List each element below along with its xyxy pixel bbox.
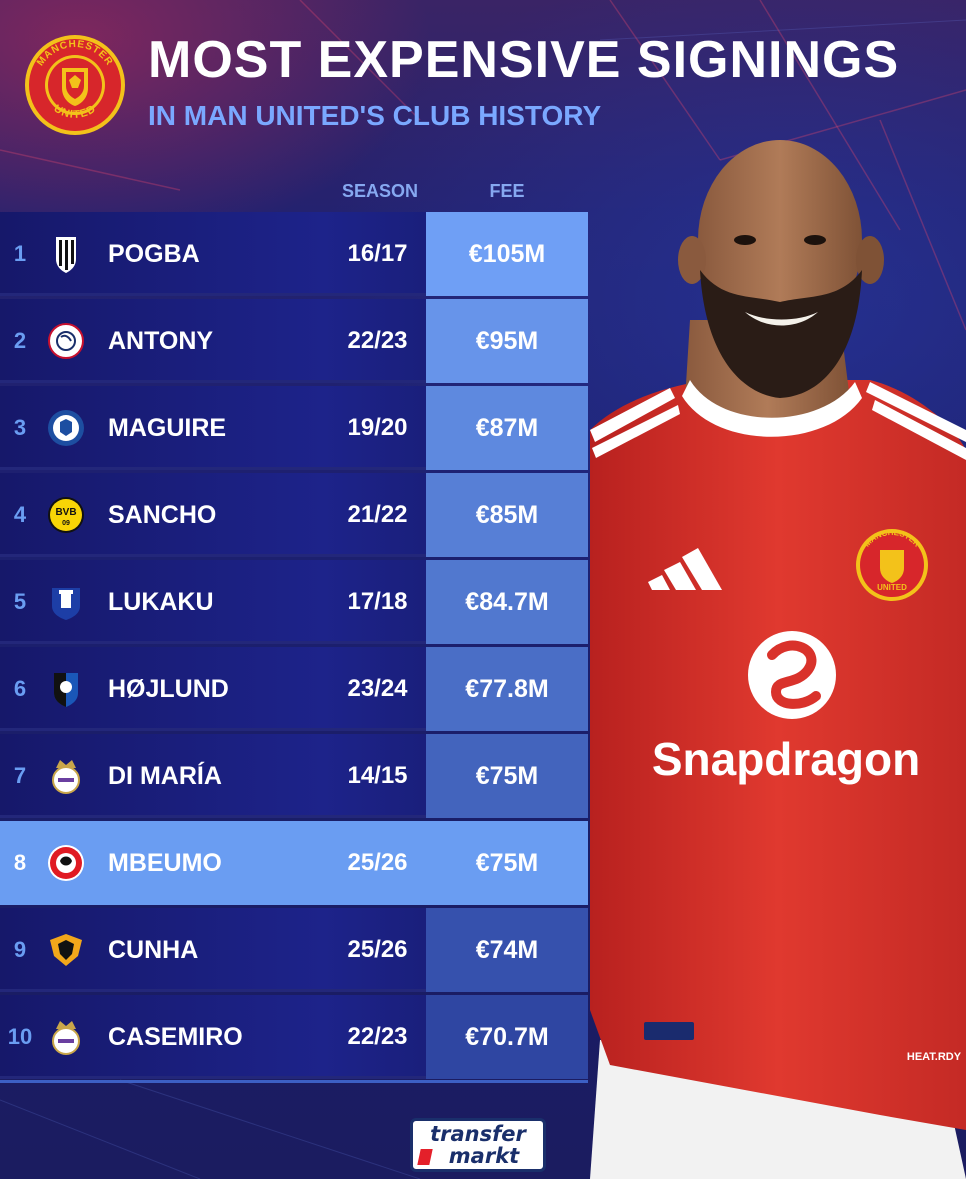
column-header-season: SEASON bbox=[341, 181, 419, 201]
season-value: 21/22 bbox=[347, 501, 408, 528]
player-name: HØJLUND bbox=[108, 675, 229, 703]
table-row: 5 LUKAKU 17/18 €84.7M bbox=[0, 560, 588, 644]
fee-value: €74M bbox=[426, 908, 588, 992]
player-name: SANCHO bbox=[108, 501, 217, 529]
table-bottom-border bbox=[0, 1080, 588, 1083]
player-name: POGBA bbox=[108, 240, 200, 268]
table-row: 8 MBEUMO 25/26 €75M bbox=[0, 821, 588, 905]
real-madrid-crest-icon bbox=[52, 1021, 80, 1055]
season-value: 22/23 bbox=[347, 327, 408, 354]
rank-number: 6 bbox=[13, 676, 27, 701]
rank-number: 1 bbox=[13, 241, 27, 266]
fee-value: €105M bbox=[426, 212, 588, 296]
page-title: MOST EXPENSIVE SIGNINGS bbox=[148, 31, 900, 89]
rank-number: 8 bbox=[13, 850, 27, 875]
shirt-crest-icon: MANCHESTER UNITED bbox=[856, 528, 928, 601]
brentford-crest-icon bbox=[48, 845, 84, 881]
season-value: 23/24 bbox=[347, 675, 408, 702]
signings-table: 1 POGBA 16/17 €105M 2 ANTONY 22/23 €95M 3 MAGUIRE… bbox=[0, 212, 588, 1083]
player-name: ANTONY bbox=[108, 327, 214, 355]
player-name: LUKAKU bbox=[108, 588, 214, 616]
adidas-logo-icon bbox=[648, 548, 722, 590]
fee-value: €70.7M bbox=[426, 995, 588, 1079]
table-row: 9 CUNHA 25/26 €74M bbox=[0, 908, 588, 992]
brand-line2: markt bbox=[448, 1144, 520, 1168]
fee-value: €77.8M bbox=[426, 647, 588, 731]
rank-number: 4 bbox=[13, 502, 27, 527]
table-row: 7 DI MARÍA 14/15 €75M bbox=[0, 734, 588, 818]
table-row: 4 BVB 09 SANCHO 21/22 €85M bbox=[0, 473, 588, 557]
player-name: CUNHA bbox=[108, 936, 199, 964]
column-header-fee: FEE bbox=[489, 181, 525, 201]
fee-value: €75M bbox=[475, 849, 539, 877]
table-row: 10 CASEMIRO 22/23 €70.7M bbox=[0, 995, 588, 1079]
fee-value: €95M bbox=[426, 299, 588, 383]
player-name: DI MARÍA bbox=[108, 762, 222, 790]
wolves-crest-icon bbox=[50, 934, 82, 966]
real-madrid-crest-icon bbox=[52, 760, 80, 794]
rank-number: 9 bbox=[13, 937, 27, 962]
rank-number: 3 bbox=[13, 415, 27, 440]
rank-number: 2 bbox=[13, 328, 27, 353]
shirt-tag-text: HEAT.RDY bbox=[907, 1051, 962, 1063]
svg-text:09: 09 bbox=[62, 520, 70, 527]
player-name: CASEMIRO bbox=[108, 1023, 243, 1051]
shirt-crest-text-bottom: UNITED bbox=[877, 583, 907, 592]
fee-value: €75M bbox=[426, 734, 588, 818]
transfermarkt-logo-icon: transfer markt bbox=[410, 1118, 546, 1172]
leicester-city-crest-icon bbox=[48, 410, 84, 446]
atalanta-crest-icon bbox=[54, 673, 78, 707]
table-row: 6 HØJLUND 23/24 €77.8M bbox=[0, 647, 588, 731]
juventus-crest-icon bbox=[56, 237, 76, 273]
snapdragon-logo-icon bbox=[748, 631, 836, 719]
table-row: 2 ANTONY 22/23 €95M bbox=[0, 299, 588, 383]
svg-text:BVB: BVB bbox=[55, 507, 76, 518]
svg-text:UNITED: UNITED bbox=[52, 103, 99, 121]
ajax-crest-icon bbox=[48, 323, 84, 359]
page-subtitle: IN MAN UNITED'S CLUB HISTORY bbox=[148, 100, 602, 131]
everton-crest-icon bbox=[52, 588, 80, 620]
season-value: 17/18 bbox=[347, 588, 408, 615]
shirt-sponsor-text: Snapdragon bbox=[652, 733, 920, 785]
brand-line1: transfer bbox=[430, 1122, 526, 1146]
crest-text-bottom: UNITED bbox=[52, 103, 98, 121]
rank-number: 5 bbox=[13, 589, 27, 614]
season-value: 16/17 bbox=[347, 240, 408, 267]
season-value: 22/23 bbox=[347, 1023, 408, 1050]
season-value: 25/26 bbox=[347, 936, 408, 963]
player-name: MAGUIRE bbox=[108, 414, 227, 442]
season-value: 14/15 bbox=[347, 762, 408, 789]
table-row: 1 POGBA 16/17 €105M bbox=[0, 212, 588, 296]
player-name: MBEUMO bbox=[108, 849, 222, 877]
manchester-united-crest-icon: MANCHESTER UNITED bbox=[25, 35, 125, 135]
fee-value: €84.7M bbox=[426, 560, 588, 644]
season-value: 25/26 bbox=[347, 849, 408, 876]
rank-number: 7 bbox=[13, 763, 27, 788]
rank-number: 10 bbox=[7, 1024, 33, 1049]
fee-value: €85M bbox=[426, 473, 588, 557]
player-photo: MANCHESTER UNITED Snapdragon HEAT.RDY bbox=[590, 140, 966, 1179]
fee-value: €87M bbox=[426, 386, 588, 470]
season-value: 19/20 bbox=[347, 414, 408, 441]
borussia-dortmund-crest-icon: BVB 09 bbox=[48, 497, 84, 533]
table-row: 3 MAGUIRE 19/20 €87M bbox=[0, 386, 588, 470]
